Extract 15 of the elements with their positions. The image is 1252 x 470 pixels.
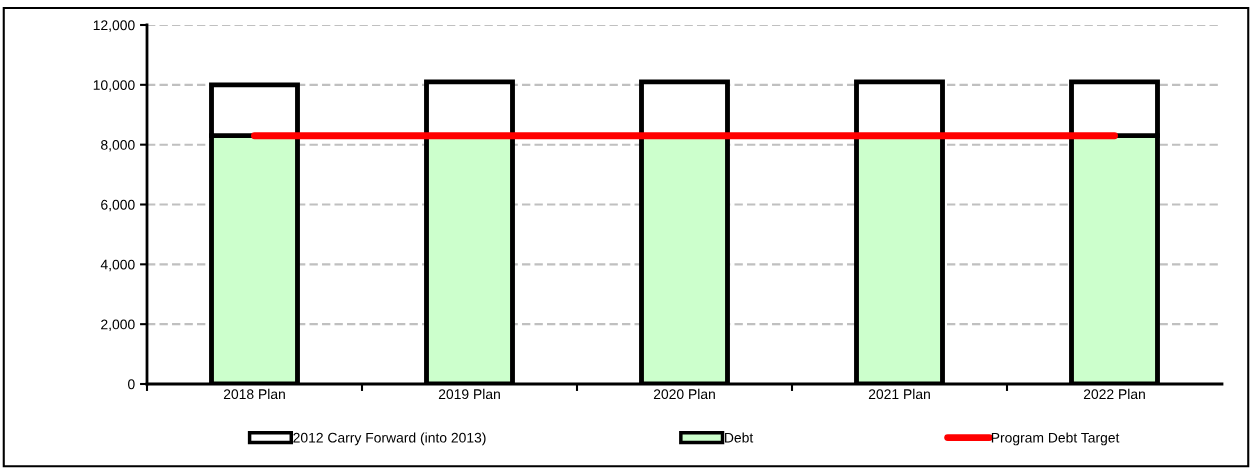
legend-label: Program Debt Target bbox=[991, 432, 1120, 446]
y-tick-label: 0 bbox=[128, 379, 135, 390]
x-tick-label: 2020 Plan bbox=[653, 388, 715, 400]
y-tick-label: 6,000 bbox=[101, 199, 135, 212]
y-tick-label: 4,000 bbox=[100, 259, 135, 272]
legend-label: 2012 Carry Forward (into 2013) bbox=[293, 432, 486, 446]
legend-label: Debt bbox=[725, 432, 754, 443]
y-tick-label: 2,000 bbox=[101, 319, 135, 331]
x-tick-label: 2021 Plan bbox=[868, 388, 930, 400]
x-tick-label: 2019 Plan bbox=[438, 388, 500, 400]
y-tick-label: 10,000 bbox=[93, 80, 135, 92]
y-tick-label: 12,000 bbox=[93, 20, 135, 32]
y-tick-label: 8,000 bbox=[101, 140, 135, 152]
x-tick-label: 2022 Plan bbox=[1083, 388, 1145, 400]
x-tick-label: 2018 Plan bbox=[223, 388, 285, 400]
